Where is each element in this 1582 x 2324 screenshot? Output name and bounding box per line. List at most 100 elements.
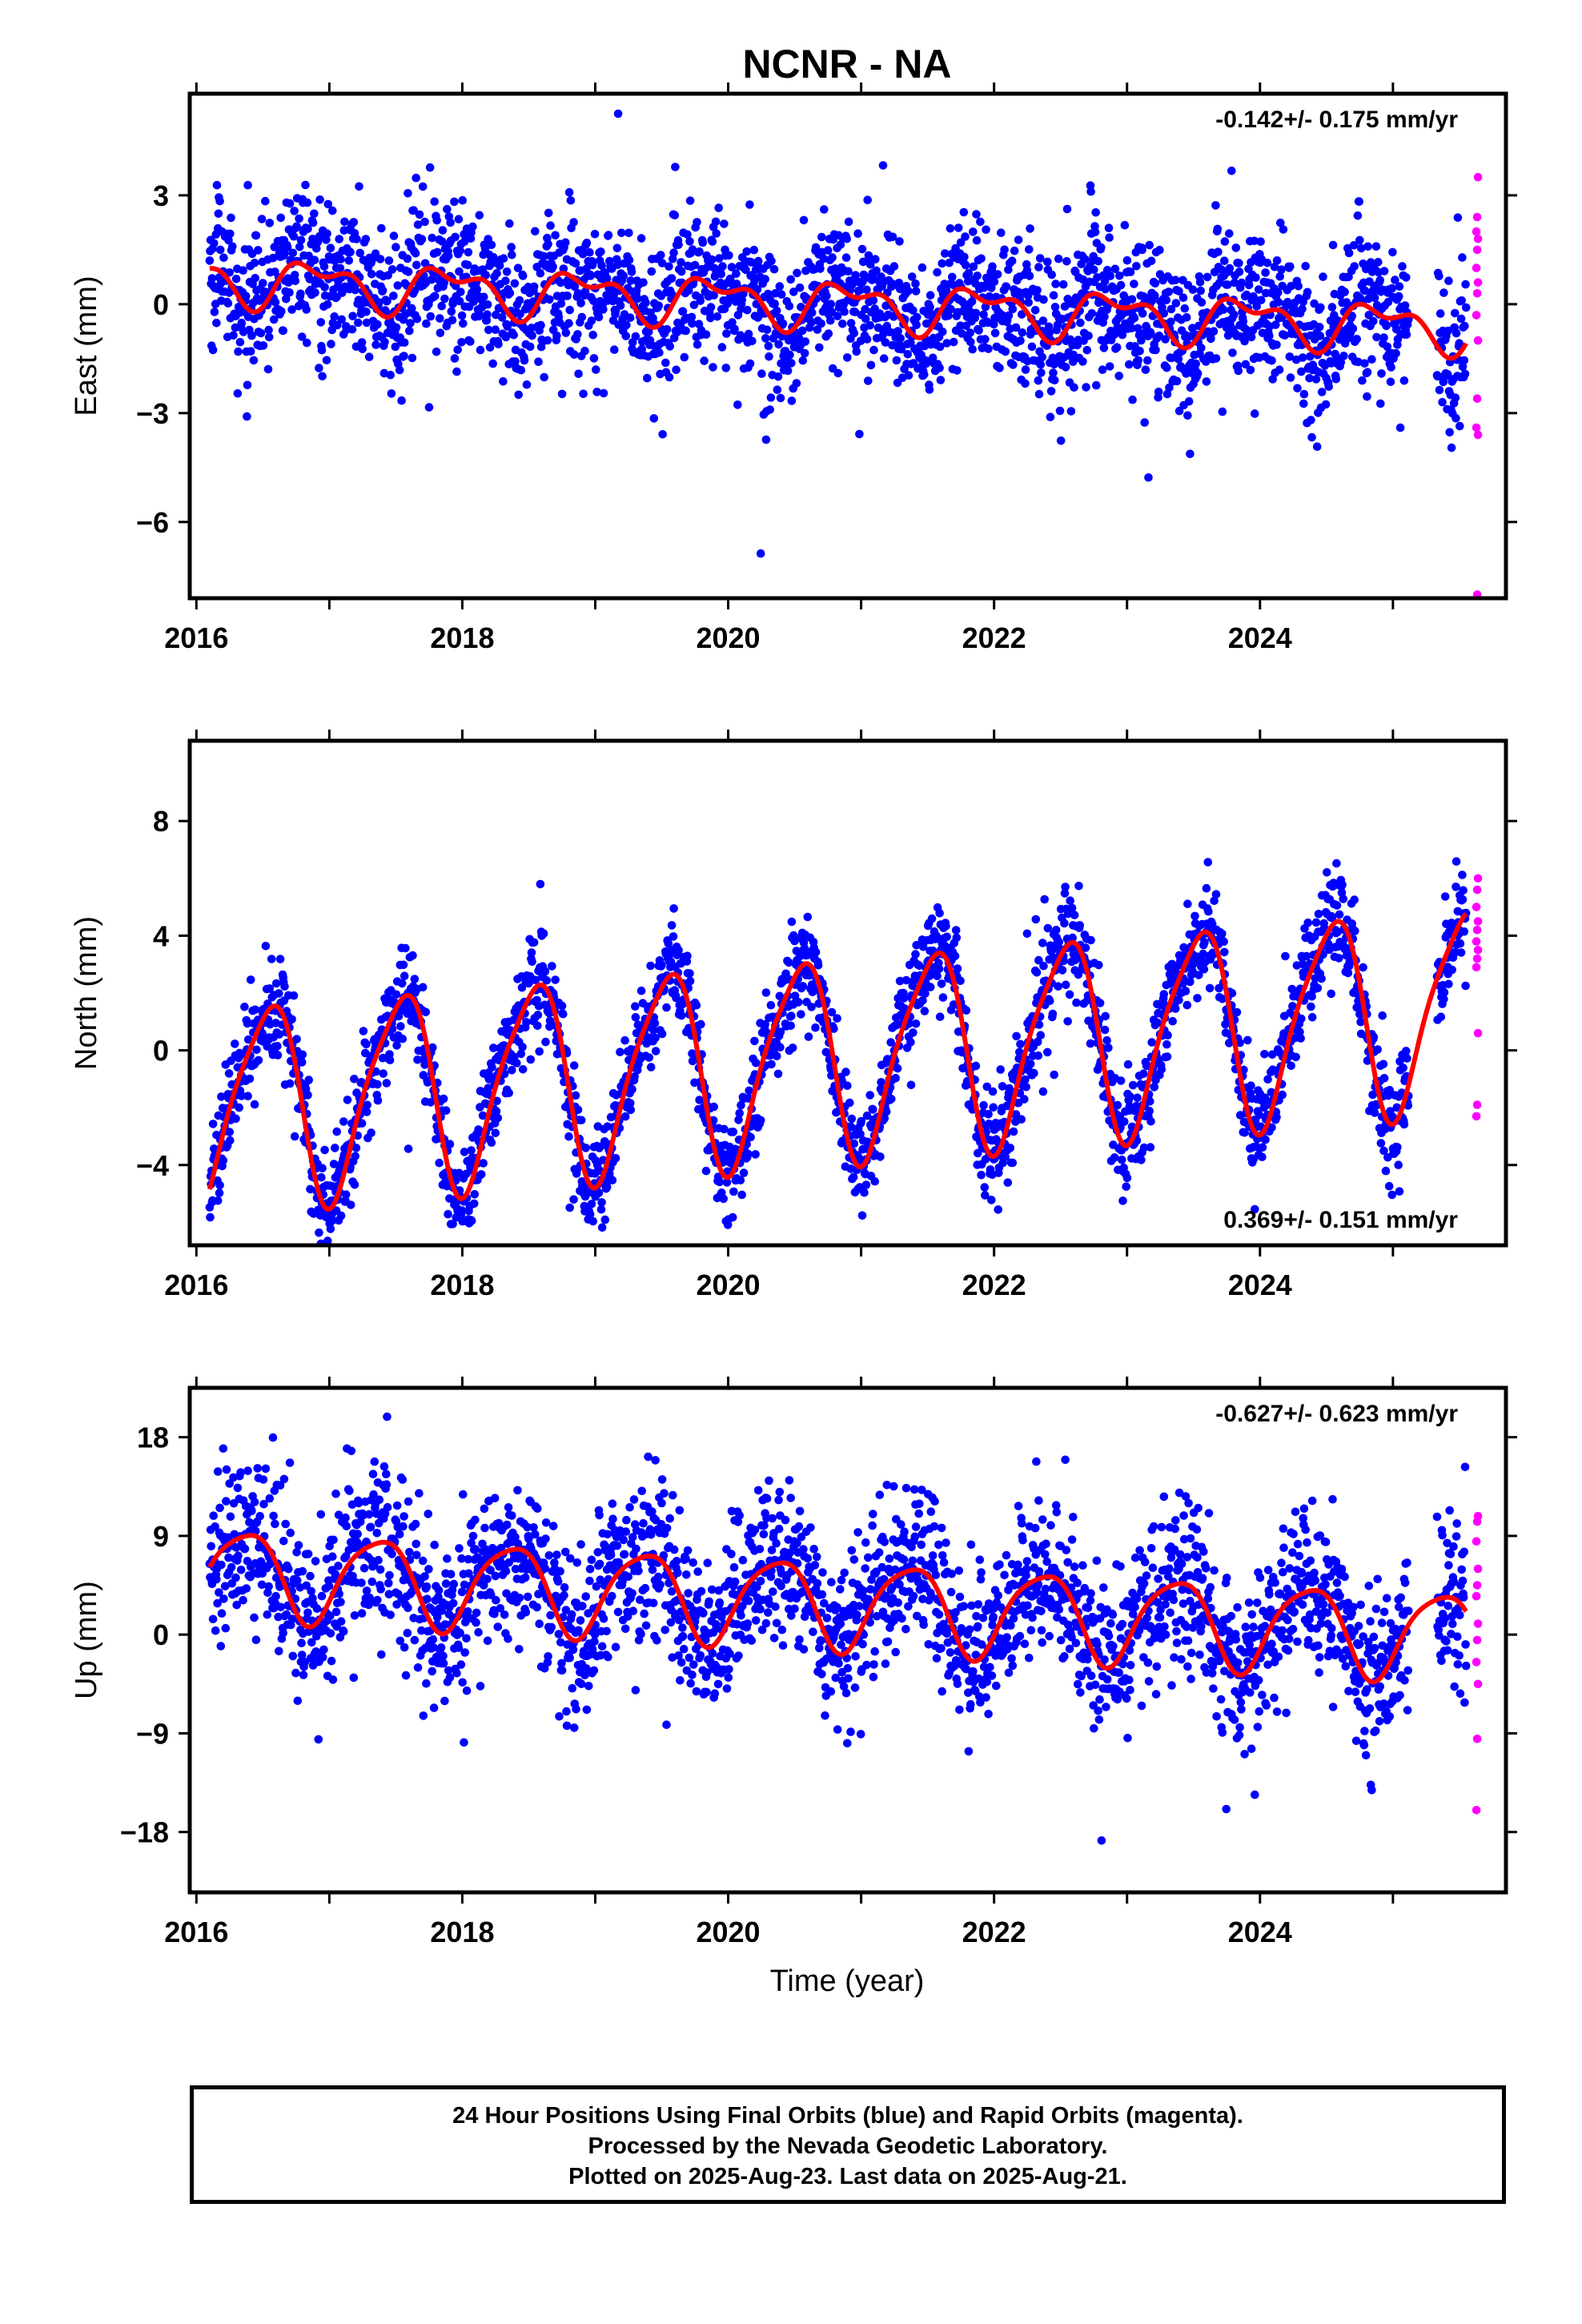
final-point xyxy=(1061,980,1070,990)
final-point xyxy=(857,1211,867,1220)
final-point xyxy=(822,292,831,300)
final-point xyxy=(1211,354,1221,363)
final-point xyxy=(597,1223,607,1232)
final-point xyxy=(1038,316,1048,325)
final-point xyxy=(846,1122,856,1132)
final-point xyxy=(1033,286,1042,295)
final-point xyxy=(651,1033,660,1043)
final-point xyxy=(610,345,619,355)
final-point xyxy=(1008,1158,1018,1168)
final-point xyxy=(574,369,583,379)
final-point xyxy=(315,195,324,204)
final-point xyxy=(1246,365,1255,375)
final-point xyxy=(400,971,409,980)
final-point xyxy=(223,299,233,308)
final-point xyxy=(1060,919,1069,928)
final-point xyxy=(1354,357,1363,367)
final-point xyxy=(351,1152,360,1161)
final-point xyxy=(1072,998,1081,1007)
final-point xyxy=(1279,225,1288,234)
final-point xyxy=(649,414,659,423)
final-point xyxy=(431,292,440,301)
final-point xyxy=(677,1011,686,1020)
final-point xyxy=(539,251,548,261)
final-point xyxy=(1116,280,1126,290)
final-point xyxy=(644,1053,654,1062)
final-point xyxy=(1379,267,1389,275)
final-point xyxy=(578,250,588,259)
final-point xyxy=(1006,1144,1015,1152)
final-point xyxy=(1297,1014,1306,1023)
final-point xyxy=(1051,926,1061,935)
final-point xyxy=(1090,265,1098,275)
final-point xyxy=(1327,303,1337,312)
final-point xyxy=(877,1078,885,1087)
final-point xyxy=(693,340,702,349)
final-point xyxy=(447,307,456,316)
final-point xyxy=(438,226,448,235)
final-point xyxy=(332,1127,342,1136)
final-point xyxy=(215,196,224,206)
final-point xyxy=(968,344,977,354)
final-point xyxy=(516,310,524,319)
final-point xyxy=(1159,308,1169,318)
final-point xyxy=(295,214,303,223)
final-point xyxy=(774,340,783,349)
final-point xyxy=(937,979,946,988)
final-point xyxy=(600,1215,610,1224)
final-point xyxy=(1186,977,1195,987)
final-point xyxy=(227,213,235,223)
final-point xyxy=(1101,284,1110,294)
final-point xyxy=(788,1043,797,1052)
final-point xyxy=(597,261,606,270)
final-point xyxy=(1146,329,1155,338)
final-point xyxy=(935,1012,945,1021)
final-point xyxy=(214,209,223,219)
final-point xyxy=(303,224,312,234)
final-point xyxy=(849,1172,858,1182)
final-point xyxy=(1025,271,1034,280)
final-point xyxy=(829,1024,838,1033)
final-point xyxy=(437,301,446,311)
final-point xyxy=(1095,999,1105,1007)
final-point xyxy=(326,1224,335,1233)
final-point xyxy=(1157,1064,1166,1074)
final-point xyxy=(729,1128,738,1136)
final-point xyxy=(636,234,646,243)
final-point xyxy=(257,215,267,223)
final-point xyxy=(1235,259,1243,267)
final-point xyxy=(243,412,251,421)
final-point xyxy=(721,364,731,372)
final-point xyxy=(251,1005,260,1015)
final-point xyxy=(933,971,942,980)
final-point xyxy=(972,235,982,245)
final-point xyxy=(732,269,741,279)
final-point xyxy=(1146,1117,1155,1126)
final-point xyxy=(1360,359,1369,368)
final-point xyxy=(1144,473,1153,482)
final-point xyxy=(457,1206,467,1215)
final-point xyxy=(1298,353,1307,362)
final-point xyxy=(1311,918,1321,927)
final-point xyxy=(1122,1182,1130,1192)
final-point xyxy=(643,373,652,383)
final-point xyxy=(505,288,515,298)
final-point xyxy=(1435,271,1443,281)
final-point xyxy=(1146,256,1156,266)
final-point xyxy=(895,237,904,246)
final-point xyxy=(800,944,809,953)
final-point xyxy=(805,971,814,980)
final-point xyxy=(296,289,305,299)
final-point xyxy=(243,1092,252,1100)
final-point xyxy=(304,1076,314,1084)
final-point xyxy=(409,206,418,215)
final-point xyxy=(1461,279,1470,289)
final-point xyxy=(462,1169,471,1179)
final-point xyxy=(1451,308,1460,318)
final-point xyxy=(1358,376,1367,385)
final-point xyxy=(1456,314,1466,324)
final-point xyxy=(751,1059,761,1068)
final-point xyxy=(1223,280,1232,289)
final-point xyxy=(967,297,977,306)
final-point xyxy=(657,1029,667,1039)
